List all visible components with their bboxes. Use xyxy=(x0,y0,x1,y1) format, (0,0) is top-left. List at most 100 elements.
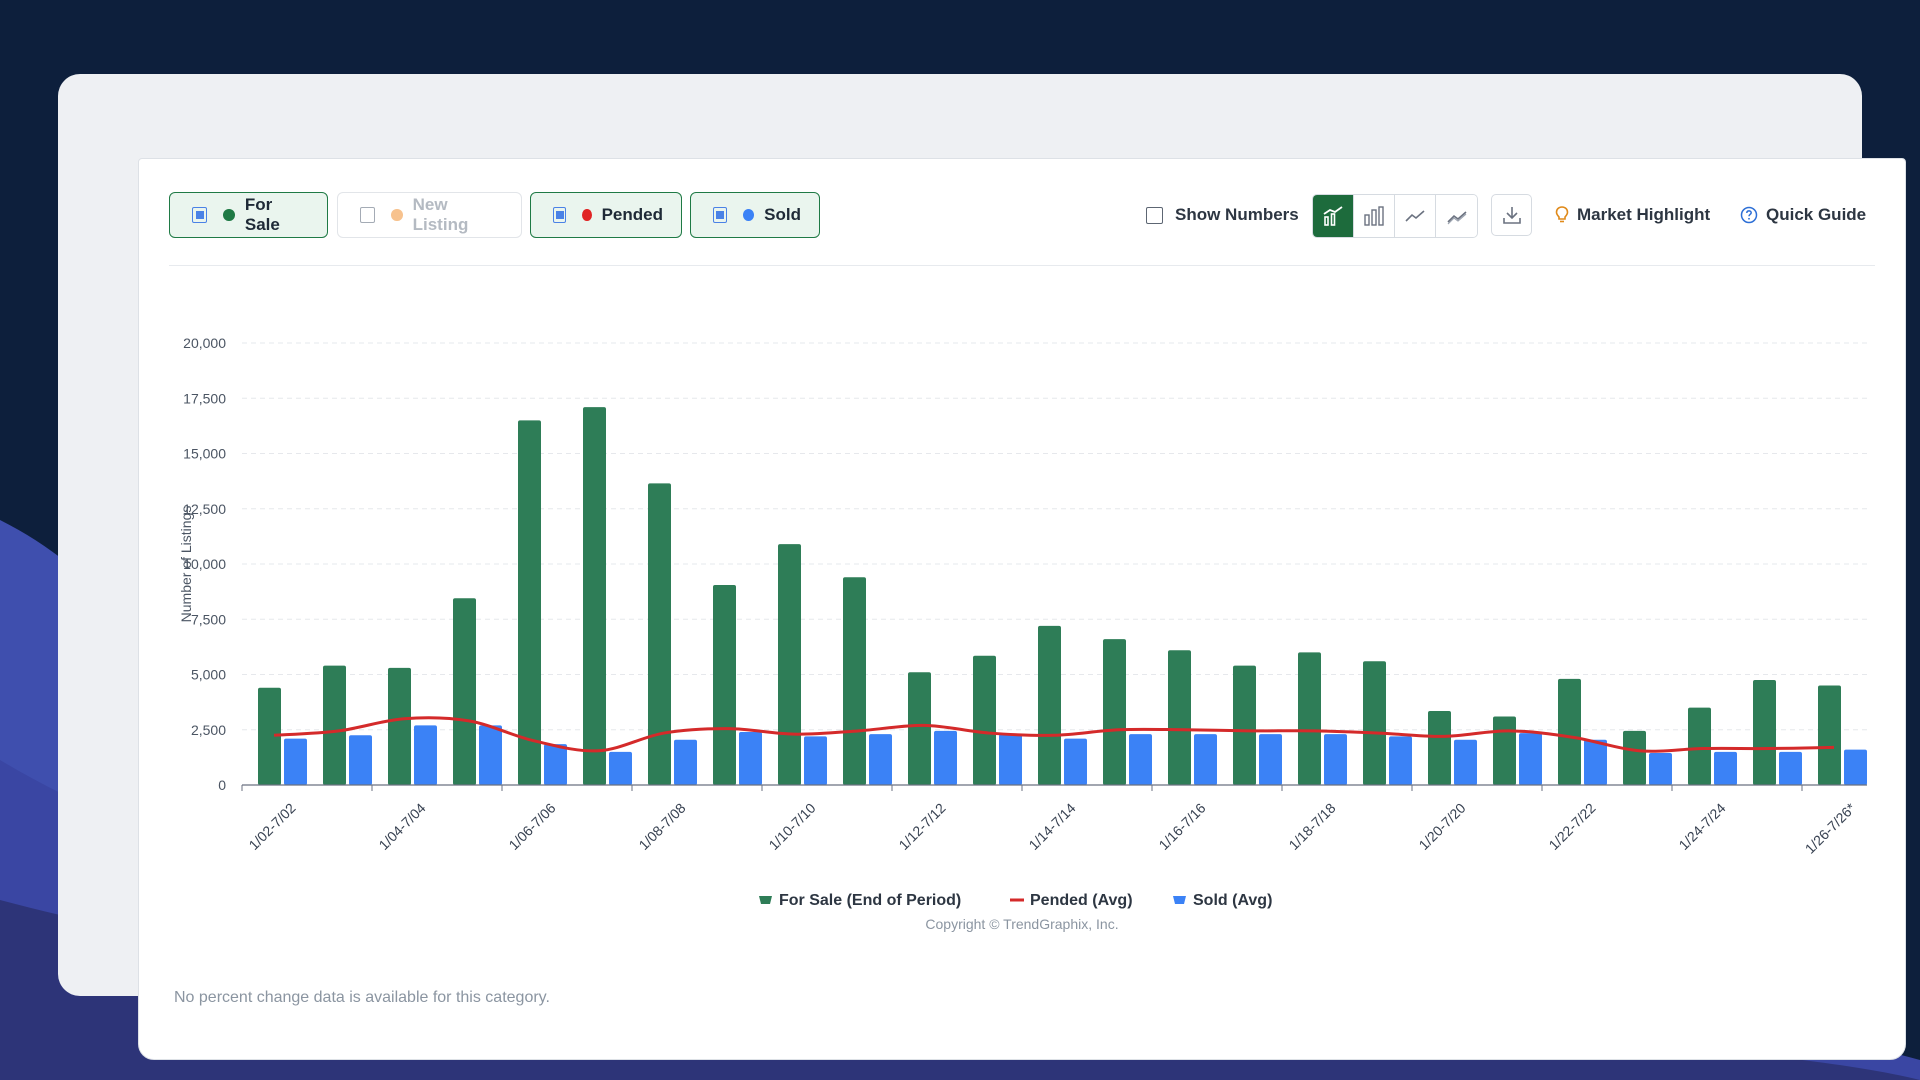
legend-label: Sold (Avg) xyxy=(1193,892,1272,909)
x-tick-label: 1/26-7/26* xyxy=(1802,799,1859,856)
show-numbers-toggle[interactable]: Show Numbers xyxy=(1146,199,1299,231)
for-sale-bar xyxy=(778,544,801,785)
checkbox-icon xyxy=(360,207,376,223)
view-mode-group xyxy=(1312,194,1478,238)
filter-sold[interactable]: Sold xyxy=(690,192,820,238)
for-sale-bar xyxy=(453,598,476,785)
pended-series-line xyxy=(273,716,1835,753)
area-chart-icon xyxy=(1446,211,1467,225)
filter-for-sale[interactable]: For Sale xyxy=(169,192,328,238)
listings-chart: 0 2,500 5,000 7,500 10,000 12,500 15,000 17,500… xyxy=(178,335,1867,932)
sold-bar xyxy=(1324,734,1347,785)
new-listing-dot-icon xyxy=(391,209,403,221)
x-tick-label: 1/14-7/14 xyxy=(1025,800,1078,853)
for-sale-bar xyxy=(1493,716,1516,785)
lightbulb-icon xyxy=(1555,206,1569,223)
sold-bar xyxy=(1649,752,1672,785)
legend-bar-swatch xyxy=(759,896,772,904)
sold-bar xyxy=(674,739,697,785)
filter-new-listing[interactable]: New Listing xyxy=(337,192,522,238)
x-tick-label: 1/02-7/02 xyxy=(245,800,298,853)
sold-bar xyxy=(1519,733,1542,785)
checkbox-icon xyxy=(553,207,567,223)
x-tick-label: 1/12-7/12 xyxy=(895,800,948,853)
for-sale-bar xyxy=(1688,707,1711,785)
for-sale-bar xyxy=(908,672,931,785)
for-sale-bar xyxy=(1233,665,1256,785)
y-tick-label: 2,500 xyxy=(191,722,226,738)
sold-bar xyxy=(1844,749,1867,785)
for-sale-bar xyxy=(388,667,411,785)
x-tick-label: 1/18-7/18 xyxy=(1285,800,1338,853)
for-sale-bar xyxy=(518,420,541,785)
sold-bar xyxy=(349,735,372,785)
x-tick-label: 1/08-7/08 xyxy=(635,800,688,853)
sold-bar xyxy=(804,736,827,785)
line-chart-button[interactable] xyxy=(1395,195,1436,237)
sold-bar xyxy=(1454,739,1477,785)
download-icon xyxy=(1502,207,1521,224)
y-tick-label: 12,500 xyxy=(183,501,226,517)
market-highlight-label: Market Highlight xyxy=(1577,205,1711,224)
for-sale-bar xyxy=(323,665,346,785)
content-card: For Sale New Listing Pended Sold Show Nu… xyxy=(58,74,1906,1060)
x-tick-label: 1/06-7/06 xyxy=(505,800,558,853)
x-tick-label: 1/24-7/24 xyxy=(1675,800,1728,853)
for-sale-bar xyxy=(1818,685,1841,785)
checkbox-icon xyxy=(713,207,728,223)
bar-chart-button[interactable] xyxy=(1354,195,1395,237)
download-button[interactable] xyxy=(1491,194,1532,236)
x-tick-label: 1/16-7/16 xyxy=(1155,800,1208,853)
for-sale-bar xyxy=(1298,652,1321,785)
y-tick-label: 20,000 xyxy=(183,335,226,351)
y-tick-label: 0 xyxy=(218,777,226,793)
sold-bar xyxy=(1194,734,1217,785)
sold-bar xyxy=(544,744,567,785)
footnote: No percent change data is available for … xyxy=(174,989,550,1006)
sold-bar xyxy=(739,731,762,785)
x-tick-label: 1/22-7/22 xyxy=(1545,800,1598,853)
line-chart-icon xyxy=(1405,210,1425,222)
filter-label: Pended xyxy=(601,205,663,224)
legend-label: Pended (Avg) xyxy=(1030,892,1133,909)
x-tick-label: 1/20-7/20 xyxy=(1415,800,1468,853)
sold-bar xyxy=(1779,751,1802,785)
for-sale-bar xyxy=(258,687,281,785)
area-chart-button[interactable] xyxy=(1436,195,1477,237)
combo-chart-icon xyxy=(1323,206,1343,226)
y-axis-label: Number of Listings xyxy=(178,506,194,623)
sold-bar xyxy=(999,734,1022,785)
show-numbers-label: Show Numbers xyxy=(1175,205,1299,224)
sold-bar xyxy=(869,734,892,785)
sold-bar xyxy=(934,730,957,785)
for-sale-bar xyxy=(843,577,866,785)
y-tick-label: 15,000 xyxy=(183,446,226,462)
for-sale-bar xyxy=(648,483,671,785)
filter-label: New Listing xyxy=(412,195,469,234)
for-sale-bar xyxy=(1753,680,1776,785)
quick-guide-button[interactable]: Quick Guide xyxy=(1740,199,1866,231)
for-sale-bar xyxy=(973,655,996,785)
for-sale-bar xyxy=(1558,678,1581,785)
filter-label: Sold xyxy=(764,205,801,224)
for-sale-bar xyxy=(1038,625,1061,785)
for-sale-bar xyxy=(1428,710,1451,785)
sold-dot-icon xyxy=(743,209,755,221)
quick-guide-label: Quick Guide xyxy=(1766,205,1867,224)
sold-bar xyxy=(609,751,632,785)
for-sale-dot-icon xyxy=(223,209,235,221)
sold-bar xyxy=(1129,734,1152,785)
for-sale-bar xyxy=(1103,639,1126,785)
market-highlight-button[interactable]: Market Highlight xyxy=(1555,199,1710,231)
sold-bar xyxy=(479,725,502,785)
combo-chart-button[interactable] xyxy=(1313,195,1354,237)
filter-pended[interactable]: Pended xyxy=(530,192,682,238)
for-sale-bar xyxy=(1168,650,1191,785)
sold-bar xyxy=(1714,751,1737,785)
legend-label: For Sale (End of Period) xyxy=(779,892,961,909)
checkbox-icon xyxy=(1146,206,1163,224)
sold-bar xyxy=(1259,734,1282,785)
sold-bar xyxy=(414,725,437,785)
sold-bar xyxy=(1064,738,1087,785)
copyright-text: Copyright © TrendGraphix, Inc. xyxy=(925,916,1118,932)
